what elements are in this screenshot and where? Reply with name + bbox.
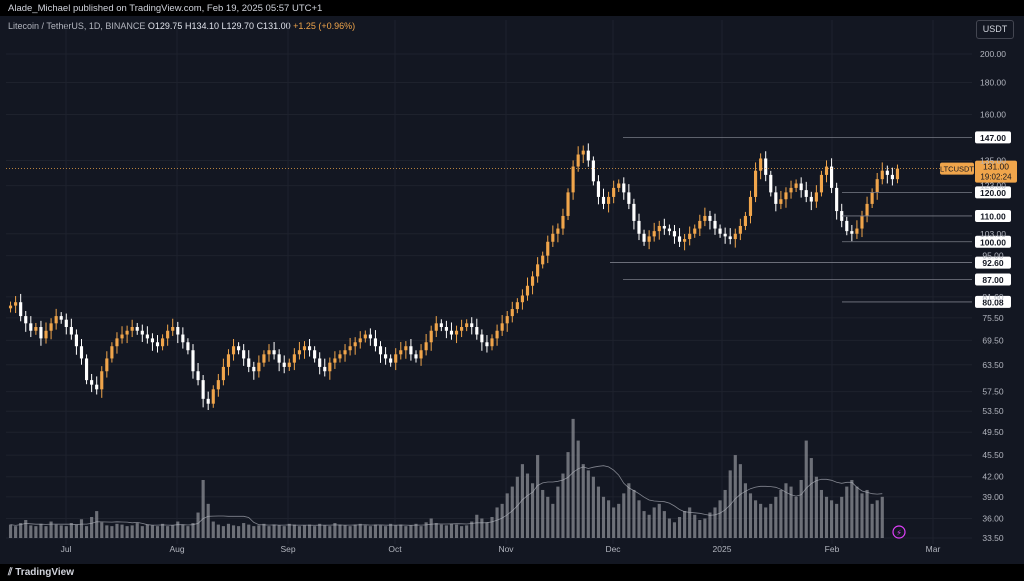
tradingview-logo: ⫽ TradingView — [8, 567, 74, 578]
ohlc-low: L129.70 — [221, 21, 255, 31]
publisher-bar: Alade_Michael published on TradingView.c… — [0, 0, 1024, 16]
tradingview-icon: ⫽ — [8, 567, 16, 578]
ohlc-high: H134.10 — [184, 21, 219, 31]
ohlc-close: C131.00 — [256, 21, 291, 31]
publisher-line: Alade_Michael published on TradingView.c… — [8, 3, 323, 14]
footer-bar: ⫽ TradingView — [0, 564, 1024, 581]
symbol-legend: Litecoin / TetherUS, 1D, BINANCE O129.75… — [8, 21, 355, 31]
symbol-title: Litecoin / TetherUS, 1D, BINANCE — [8, 21, 146, 31]
currency-button[interactable]: USDT — [976, 20, 1014, 39]
chart-area[interactable] — [0, 16, 1024, 564]
ohlc-open: O129.75 — [147, 21, 183, 31]
brand-name: TradingView — [15, 567, 74, 578]
price-change: +1.25 (+0.96%) — [293, 21, 356, 31]
